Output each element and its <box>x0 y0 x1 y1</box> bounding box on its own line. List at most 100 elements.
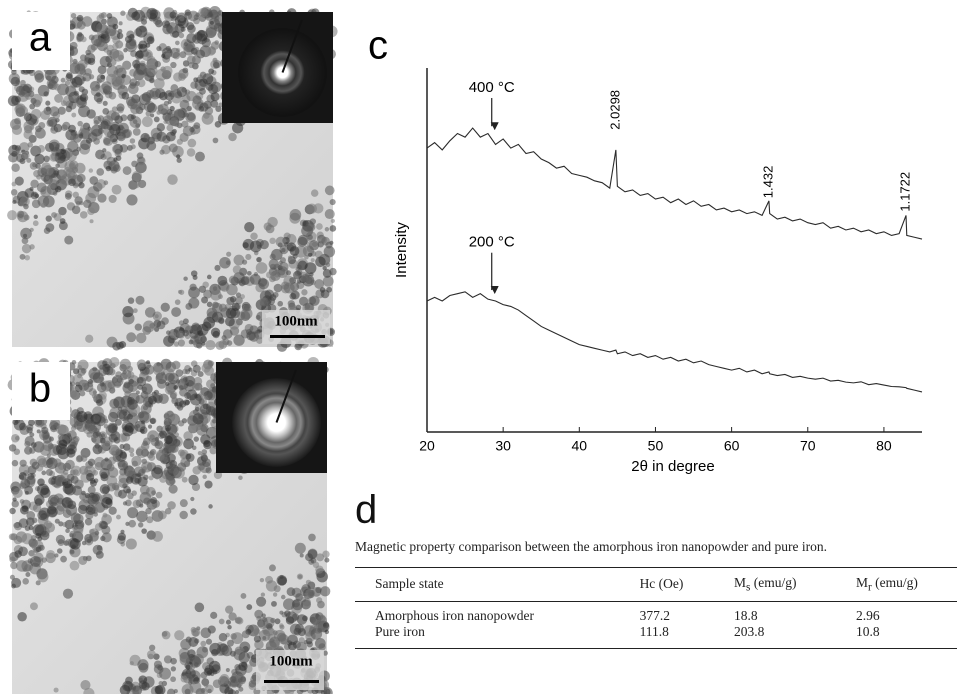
particle <box>54 518 60 524</box>
particle <box>240 276 250 285</box>
particle <box>114 150 122 158</box>
particle <box>153 78 165 89</box>
particle <box>146 516 154 524</box>
particle <box>322 265 327 271</box>
particle <box>131 455 142 467</box>
particle <box>156 379 167 389</box>
particle <box>133 9 146 22</box>
scale-bar <box>264 680 319 683</box>
particle <box>75 200 81 206</box>
particle <box>55 152 60 157</box>
particle <box>11 181 17 187</box>
particle <box>316 223 323 230</box>
particle <box>83 687 95 694</box>
scale-bar-label: 100nm <box>269 653 313 669</box>
particle <box>155 684 166 694</box>
particle <box>21 151 30 160</box>
particle <box>45 223 55 232</box>
particle <box>314 250 323 259</box>
particle <box>213 61 220 69</box>
particle <box>186 106 192 112</box>
particle <box>99 56 111 68</box>
particle <box>20 478 31 489</box>
particle <box>269 253 276 260</box>
particle <box>167 688 176 694</box>
particle <box>91 432 103 445</box>
label-box <box>12 362 70 420</box>
particle <box>200 403 212 415</box>
particle <box>272 291 279 298</box>
micrographs <box>7 6 338 694</box>
particle <box>10 189 18 196</box>
particle <box>89 176 99 185</box>
particle <box>255 336 264 344</box>
panel-d: d Magnetic property comparison between t… <box>355 490 965 649</box>
particle <box>171 30 180 38</box>
particle <box>167 390 172 395</box>
particle <box>329 267 337 276</box>
particle <box>62 522 68 528</box>
particle <box>87 458 96 467</box>
particle <box>35 125 42 133</box>
particle <box>304 254 309 260</box>
particle <box>45 100 51 106</box>
particle <box>297 234 309 246</box>
particle <box>108 28 116 37</box>
particle <box>135 394 145 404</box>
particle <box>188 367 193 372</box>
particle <box>254 609 264 619</box>
particle <box>287 634 298 646</box>
header-cell: Sample state <box>355 567 620 602</box>
unit: (emu/g) <box>875 575 918 590</box>
particle <box>106 13 113 19</box>
particle <box>35 580 41 586</box>
particle <box>185 664 191 670</box>
particle <box>225 667 230 673</box>
particle <box>214 264 221 272</box>
particle <box>75 455 83 463</box>
particle <box>127 492 134 500</box>
particle <box>215 105 222 113</box>
particle <box>77 364 83 370</box>
particle <box>11 459 19 467</box>
particle <box>304 262 317 275</box>
particle <box>234 690 240 694</box>
x-tick-label: 20 <box>419 438 435 454</box>
particle <box>176 86 188 98</box>
particle <box>308 533 316 542</box>
particle <box>164 507 172 515</box>
particle <box>200 640 207 647</box>
particle <box>79 132 84 137</box>
particle <box>313 623 324 634</box>
particle <box>193 376 203 386</box>
particle <box>217 275 228 286</box>
particle <box>65 459 75 470</box>
particle <box>179 499 188 508</box>
particle <box>301 289 308 296</box>
particle <box>170 676 176 683</box>
particle <box>289 209 302 221</box>
particle <box>211 302 223 314</box>
particle <box>37 483 49 496</box>
particle <box>90 124 103 137</box>
particle <box>210 289 222 301</box>
particle <box>198 7 208 18</box>
particle <box>272 592 278 597</box>
particle <box>149 448 157 456</box>
subscript: r <box>867 581 872 594</box>
particle <box>192 413 204 425</box>
particle <box>188 297 200 309</box>
particle <box>232 265 242 275</box>
particle <box>260 297 269 307</box>
particle <box>79 200 84 206</box>
particle <box>276 575 288 586</box>
particle <box>199 87 206 95</box>
particle <box>97 65 107 75</box>
x-tick-label: 80 <box>876 438 892 454</box>
particle <box>29 186 34 191</box>
particle <box>116 514 121 520</box>
particle <box>227 624 232 630</box>
particle <box>100 74 106 80</box>
particle <box>97 115 104 122</box>
particle <box>148 395 157 405</box>
